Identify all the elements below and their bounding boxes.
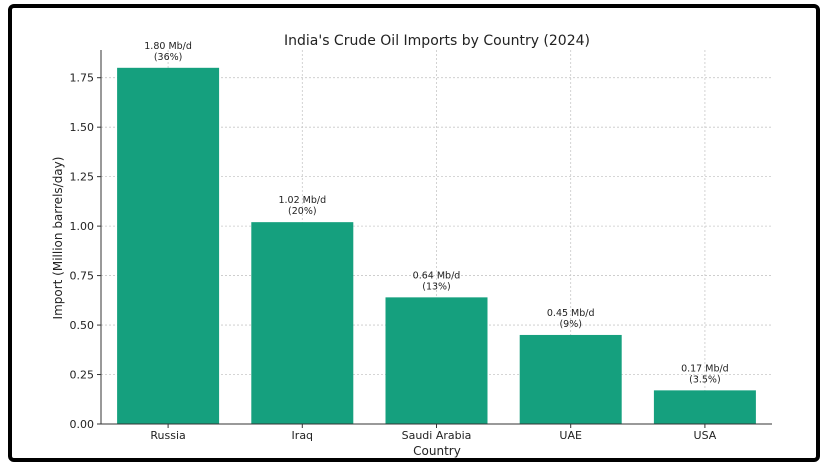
y-tick-label: 0.00 [70,418,95,431]
x-tick-label: Russia [150,429,185,442]
x-tick-label: UAE [559,429,582,442]
y-tick-label: 0.50 [70,319,95,332]
bar-value-label: 1.02 Mb/d [278,195,326,206]
bar-share-label: (9%) [559,319,581,330]
bar [519,334,622,424]
bar [117,67,220,425]
y-tick-label: 1.75 [70,72,95,85]
bar-share-label: (36%) [154,52,183,63]
y-tick-label: 1.25 [70,171,95,184]
bar-share-label: (3.5%) [689,374,721,385]
y-axis-title: Import (Million barrels/day) [51,157,65,320]
bar [653,390,756,424]
labels: 0.00 0.25 0.50 0.75 1.00 1.25 1.50 1.75 Russia 1.… [70,41,729,442]
bar-value-label: 0.64 Mb/d [413,270,461,281]
y-tick-label: 1.00 [70,220,95,233]
bars [117,67,756,425]
y-tick-label: 0.25 [70,369,95,382]
chart-title: India's Crude Oil Imports by Country (20… [284,33,590,49]
x-axis-title: Country [413,444,461,458]
y-tick-label: 0.75 [70,270,95,283]
bar-value-label: 0.45 Mb/d [547,308,595,319]
axes [97,50,772,428]
y-tick-label: 1.50 [70,121,95,134]
x-tick-label: USA [694,429,717,442]
bar [385,297,488,424]
bar-share-label: (13%) [422,281,451,292]
bar-share-label: (20%) [288,206,317,217]
x-tick-label: Saudi Arabia [402,429,472,442]
bar-value-label: 1.80 Mb/d [144,41,192,52]
x-tick-label: Iraq [292,429,314,442]
bar-value-label: 0.17 Mb/d [681,363,729,374]
bar [251,222,354,424]
